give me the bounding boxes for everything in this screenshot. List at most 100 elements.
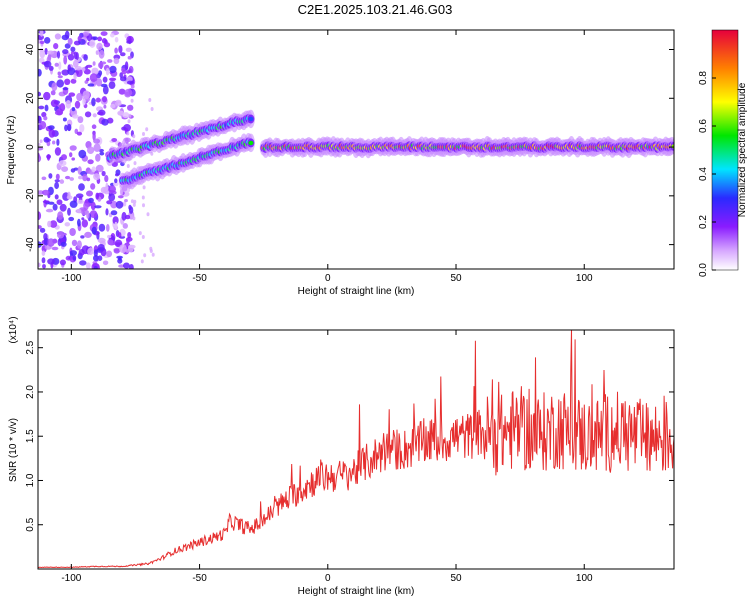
noise-blob (83, 201, 89, 211)
noise-blob (107, 234, 112, 239)
noise-blob (128, 113, 132, 118)
noise-blob (121, 70, 127, 75)
noise-blob (113, 181, 119, 187)
noise-blob (77, 35, 82, 42)
noise-blob (68, 216, 75, 222)
spectrogram-xlabel: Height of straight line (km) (298, 286, 415, 297)
noise-blob (77, 116, 84, 124)
noise-blob (41, 176, 47, 181)
noise-blob (98, 61, 104, 69)
noise-blob (91, 124, 97, 129)
colorbar-tick-label: 0.0 (698, 263, 709, 277)
noise-blob (124, 88, 133, 96)
noise-blob (120, 52, 126, 57)
noise-blob (92, 113, 97, 118)
noise-blob (122, 112, 130, 119)
noise-blob (43, 116, 48, 121)
noise-blob (71, 157, 75, 161)
noise-blob (67, 54, 75, 61)
noise-blob (102, 85, 109, 95)
noise-blob (126, 237, 130, 244)
noise-blob (86, 77, 90, 82)
noise-blob (42, 264, 46, 269)
noise-blob (86, 177, 91, 182)
noise-blob (45, 138, 51, 142)
noise-blob (85, 262, 91, 269)
noise-blob (123, 201, 127, 207)
noise-blob (69, 228, 76, 236)
noise-blob (74, 100, 81, 109)
noise-blob (54, 181, 59, 190)
noise-blob (70, 78, 77, 84)
noise-blob (114, 178, 118, 184)
noise-blob (54, 147, 62, 156)
y-tick-label: -20 (25, 188, 36, 203)
noise-blob (101, 170, 106, 177)
noise-blob (54, 179, 60, 183)
noise-blob (104, 175, 109, 183)
noise-blob (133, 161, 137, 166)
noise-blob (148, 98, 152, 102)
lower-branch-core (248, 140, 254, 146)
noise-blob (95, 97, 102, 103)
noise-blob (61, 154, 67, 161)
noise-blob (69, 200, 78, 208)
noise-blob (93, 249, 98, 257)
noise-blob (79, 260, 87, 266)
noise-blob (38, 68, 42, 77)
noise-blob (41, 189, 50, 196)
noise-blob (54, 110, 63, 116)
noise-blob (48, 201, 55, 205)
noise-blob (90, 183, 96, 190)
noise-blob (76, 240, 82, 249)
noise-blob (132, 134, 136, 139)
chart-title: C2E1.2025.103.21.46.G03 (297, 2, 453, 17)
noise-blob (87, 83, 95, 87)
x-tick-label: 100 (576, 573, 593, 584)
noise-blob (46, 50, 55, 55)
noise-blob (87, 247, 94, 255)
noise-blob (130, 199, 134, 204)
noise-blob (38, 115, 42, 124)
noise-blob (88, 197, 94, 204)
noise-blob (95, 78, 103, 87)
noise-blob (82, 90, 90, 100)
noise-blob (67, 191, 71, 199)
noise-blob (102, 76, 108, 83)
noise-blob (54, 62, 59, 67)
noise-blob (86, 210, 90, 219)
colorbar-tick-label: 0.8 (698, 71, 709, 85)
x-tick-label: 100 (576, 273, 593, 284)
noise-blob (81, 67, 86, 72)
noise-blob (108, 185, 116, 193)
noise-blob (118, 264, 125, 268)
y-tick-label: 2.0 (25, 385, 36, 399)
noise-blob (81, 217, 85, 221)
noise-blob (69, 250, 78, 256)
noise-blob (72, 59, 79, 68)
noise-blob (47, 238, 55, 247)
noise-blob (87, 159, 94, 165)
noise-blob (58, 61, 62, 70)
noise-blob (119, 244, 127, 254)
noise-blob (38, 225, 42, 229)
noise-blob (72, 114, 79, 119)
noise-blob (47, 258, 55, 265)
noise-blob (50, 90, 56, 96)
noise-blob (127, 55, 132, 60)
noise-blob (124, 61, 129, 71)
colorbar-label: Normalized spectral amplitude (737, 82, 748, 217)
noise-blob (57, 231, 65, 239)
noise-blob (38, 147, 44, 151)
noise-blob (151, 252, 155, 257)
noise-blob (107, 59, 113, 63)
noise-blob (64, 30, 70, 39)
noise-blob (56, 79, 64, 88)
noise-blob (38, 154, 42, 163)
x-tick-label: -50 (192, 273, 207, 284)
noise-blob (143, 253, 147, 258)
noise-blob (90, 201, 96, 211)
snr-panel (38, 330, 674, 569)
noise-blob (38, 262, 41, 268)
noise-blob (56, 199, 63, 205)
